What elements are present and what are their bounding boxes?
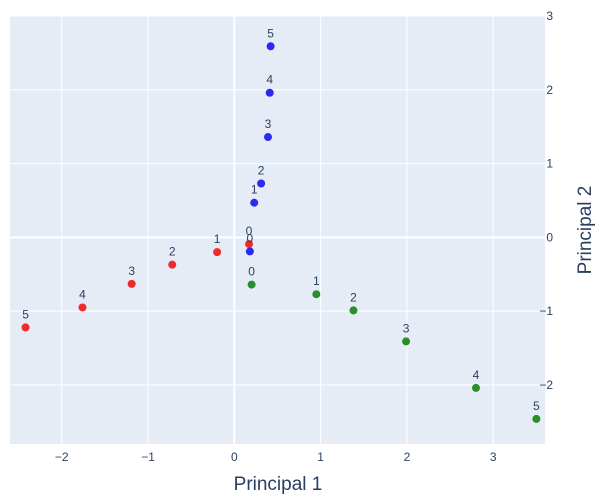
x-tick-label: 3 <box>490 450 497 464</box>
data-point-label: 4 <box>79 287 86 301</box>
data-point <box>402 337 411 346</box>
data-point-label: 5 <box>533 399 540 413</box>
data-point <box>265 88 274 97</box>
data-point <box>264 133 273 142</box>
data-point-label: 2 <box>350 290 357 304</box>
data-point-label: 0 <box>246 224 253 238</box>
data-point-label: 5 <box>267 26 274 40</box>
y-tick-label: −2 <box>539 378 553 392</box>
data-point <box>168 260 177 269</box>
data-point-label: 5 <box>22 307 29 321</box>
data-point-label: 1 <box>313 274 320 288</box>
y-tick-label: 1 <box>546 157 553 171</box>
x-axis-title: Principal 1 <box>234 474 323 495</box>
data-point <box>245 247 254 256</box>
data-point-label: 2 <box>169 245 176 259</box>
data-point-label: 4 <box>473 368 480 382</box>
y-axis-title: Principal 2 <box>575 186 596 275</box>
data-point-label: 3 <box>265 117 272 131</box>
x-tick-label: −1 <box>141 450 155 464</box>
x-tick-label: 2 <box>404 450 411 464</box>
data-point-label: 0 <box>247 231 254 245</box>
data-point-label: 1 <box>214 232 221 246</box>
x-axis-tick-labels: −2 −1 0 1 2 3 <box>55 450 497 464</box>
y-tick-label: −1 <box>539 304 553 318</box>
data-point <box>532 414 541 423</box>
y-tick-label: 2 <box>546 83 553 97</box>
data-point <box>78 303 87 312</box>
data-point <box>257 179 266 188</box>
x-tick-label: 0 <box>231 450 238 464</box>
data-point <box>127 279 136 288</box>
data-point <box>21 323 30 332</box>
data-point <box>247 280 256 289</box>
y-tick-label: 3 <box>546 9 553 23</box>
data-point <box>213 248 222 257</box>
x-tick-label: −2 <box>55 450 69 464</box>
data-point <box>312 290 321 299</box>
data-point <box>250 198 259 207</box>
data-points <box>21 42 541 423</box>
data-point-label: 2 <box>258 164 265 178</box>
data-point-label: 3 <box>403 321 410 335</box>
data-point <box>471 383 480 392</box>
y-tick-label: 0 <box>546 230 553 244</box>
plot-background <box>10 16 545 444</box>
data-point-label: 4 <box>266 73 273 87</box>
x-tick-label: 1 <box>317 450 324 464</box>
data-point-label: 0 <box>248 265 255 279</box>
grid-lines <box>10 15 545 444</box>
data-point <box>349 306 358 315</box>
data-point <box>266 42 275 51</box>
data-point-label: 1 <box>251 183 258 197</box>
data-point <box>245 240 254 249</box>
y-axis-tick-labels: −2 −1 0 1 2 3 <box>539 9 553 392</box>
data-point-label: 3 <box>128 264 135 278</box>
